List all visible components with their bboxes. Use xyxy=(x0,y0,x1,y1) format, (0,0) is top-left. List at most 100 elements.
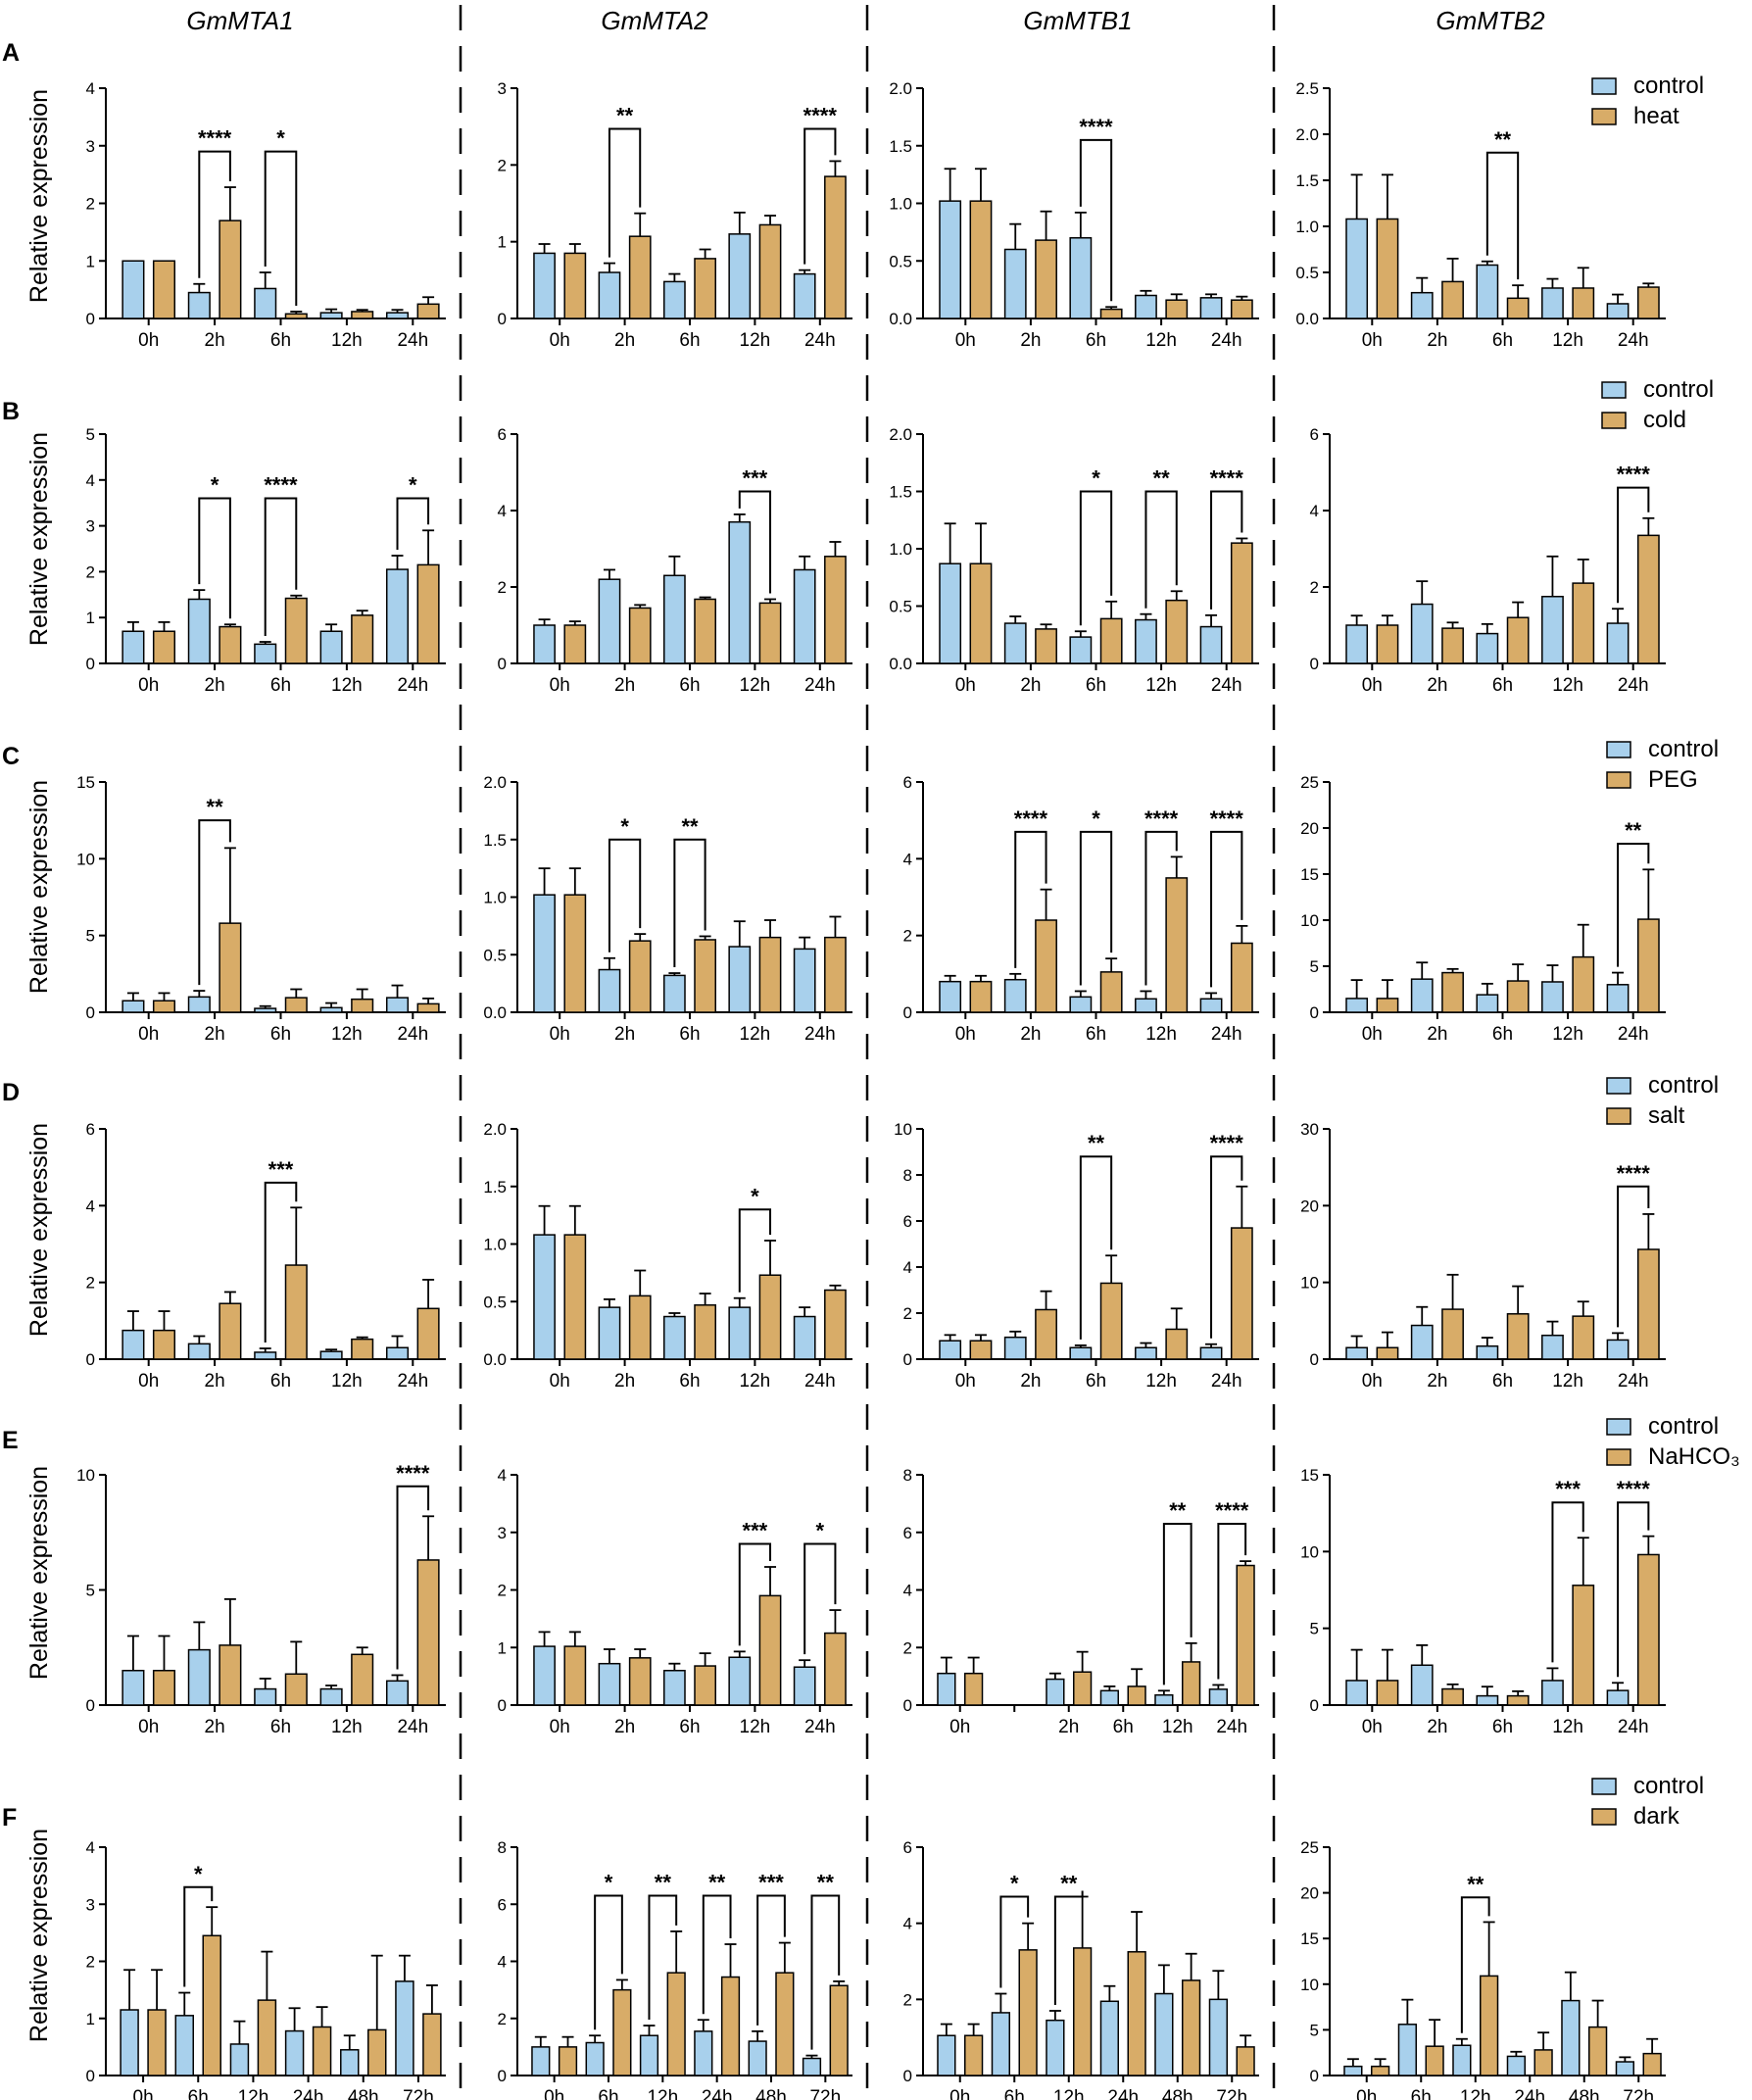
bar-treatment xyxy=(1572,287,1595,319)
bar-treatment xyxy=(416,1307,440,1360)
y-tick-label: 4 xyxy=(903,1582,912,1600)
bar-control xyxy=(395,1980,414,2076)
bar-control xyxy=(531,2046,551,2076)
y-tick-label: 20 xyxy=(1300,819,1319,838)
x-tick-label: 2h xyxy=(205,1024,225,1045)
bar-control xyxy=(748,2040,767,2076)
x-tick-label: 0h xyxy=(544,2087,564,2100)
legend-swatch-treatment xyxy=(1591,108,1617,125)
bar-control xyxy=(1410,1664,1434,1706)
bar-control xyxy=(187,598,211,664)
bar-treatment xyxy=(416,563,440,664)
y-tick-label: 0.5 xyxy=(483,946,507,964)
bar-control xyxy=(937,2034,956,2076)
bar-control xyxy=(1154,1992,1174,2076)
y-tick-label: 30 xyxy=(1300,1120,1319,1139)
x-tick-label: 12h xyxy=(1552,1024,1583,1045)
significance-bracket xyxy=(1162,1522,1192,1685)
bar-treatment xyxy=(628,607,652,664)
bar-treatment xyxy=(775,1972,795,2076)
y-tick-label: 0 xyxy=(1310,1003,1319,1022)
x-tick-label: 12h xyxy=(331,1371,363,1392)
significance-bracket xyxy=(1144,490,1178,609)
bar-treatment xyxy=(628,1657,652,1706)
bar-treatment xyxy=(1441,280,1464,319)
x-tick-label: 2h xyxy=(1020,330,1041,351)
y-axis-labels: Relative expression Relative expression … xyxy=(25,89,53,2042)
ylabel-d: Relative expression xyxy=(25,1123,53,1337)
significance-bracket xyxy=(1079,830,1113,986)
bar-control xyxy=(728,520,752,664)
significance-bracket xyxy=(1144,830,1178,986)
bar-control xyxy=(120,2009,139,2076)
x-tick-label: 24h xyxy=(1211,675,1242,696)
bar-control xyxy=(728,946,752,1013)
x-tick-label: 48h xyxy=(348,2087,379,2100)
bar-treatment xyxy=(351,1338,374,1360)
x-tick-label: 2h xyxy=(205,675,225,696)
y-tick-label: 5 xyxy=(1310,2021,1319,2039)
bar-control xyxy=(802,2057,822,2076)
legend-label-treatment: cold xyxy=(1643,407,1686,433)
bar-control xyxy=(1410,291,1434,319)
y-tick-label: 2 xyxy=(903,1304,912,1323)
bar-control xyxy=(187,1343,211,1360)
y-tick-label: 1 xyxy=(86,2010,95,2028)
y-tick-label: 0 xyxy=(86,1696,95,1715)
bar-treatment xyxy=(1506,980,1530,1013)
y-tick-label: 2.0 xyxy=(1295,125,1319,144)
y-tick-label: 3 xyxy=(498,1524,507,1542)
bar-control xyxy=(533,1645,556,1706)
bar-control xyxy=(1069,636,1093,664)
x-tick-label: 12h xyxy=(1552,1371,1583,1392)
y-tick-label: 15 xyxy=(1300,1466,1319,1485)
bar-control xyxy=(663,574,686,664)
gene-title-2: GmMTA2 xyxy=(601,6,708,35)
bar-control xyxy=(1410,603,1434,664)
legend-label-treatment: heat xyxy=(1633,103,1679,129)
bar-control xyxy=(1135,294,1157,319)
y-tick-label: 2 xyxy=(86,562,95,581)
significance-label: * xyxy=(409,473,417,498)
x-tick-label: 12h xyxy=(1552,1717,1583,1737)
significance-bracket xyxy=(264,497,298,637)
chart-a-gmmtb2: 0.0 0.5 1.0 1.5 2.0 2.5 0h 2h 6h 12h 24h ** xyxy=(1295,79,1666,351)
chart-d-gmmta2: 0.0 0.5 1.0 1.5 2.0 0h 2h 6h 12h 24h * xyxy=(483,1120,852,1392)
legend-b: control cold xyxy=(1601,376,1714,433)
x-tick-label: 0h xyxy=(138,1717,159,1737)
x-tick-label: 72h xyxy=(403,2087,434,2100)
bar-treatment xyxy=(694,939,716,1013)
y-tick-label: 1 xyxy=(86,609,95,627)
x-tick-label: 24h xyxy=(1514,2087,1545,2100)
x-tick-label: 2h xyxy=(1020,1024,1041,1045)
bar-treatment xyxy=(1165,877,1189,1013)
x-tick-label: 6h xyxy=(270,675,291,696)
x-tick-label: 24h xyxy=(397,675,428,696)
x-tick-label: 6h xyxy=(1086,1371,1106,1392)
x-tick-label: 2h xyxy=(1427,330,1447,351)
bar-treatment xyxy=(824,175,847,319)
x-tick-label: 24h xyxy=(293,2087,324,2100)
significance-label: * xyxy=(194,1862,203,1886)
bar-control xyxy=(385,1346,410,1360)
bar-treatment xyxy=(416,1559,440,1706)
x-tick-label: 2h xyxy=(1427,675,1447,696)
significance-label: *** xyxy=(268,1157,294,1182)
legend-swatch-control xyxy=(1606,1077,1631,1095)
x-tick-label: 0h xyxy=(955,1371,976,1392)
significance-label: ** xyxy=(616,104,634,128)
bar-treatment xyxy=(1376,1346,1399,1360)
bar-control xyxy=(793,1315,816,1360)
y-tick-label: 1.0 xyxy=(889,195,912,214)
y-tick-label: 0.0 xyxy=(483,1003,507,1022)
bar-treatment xyxy=(284,1264,308,1360)
significance-bracket xyxy=(608,127,642,258)
bar-control xyxy=(1476,1344,1499,1360)
bar-treatment xyxy=(152,260,176,319)
x-tick-label: 0h xyxy=(550,330,570,351)
y-tick-label: 4 xyxy=(903,1258,912,1277)
significance-label: * xyxy=(1092,806,1100,831)
significance-bracket xyxy=(608,838,642,952)
